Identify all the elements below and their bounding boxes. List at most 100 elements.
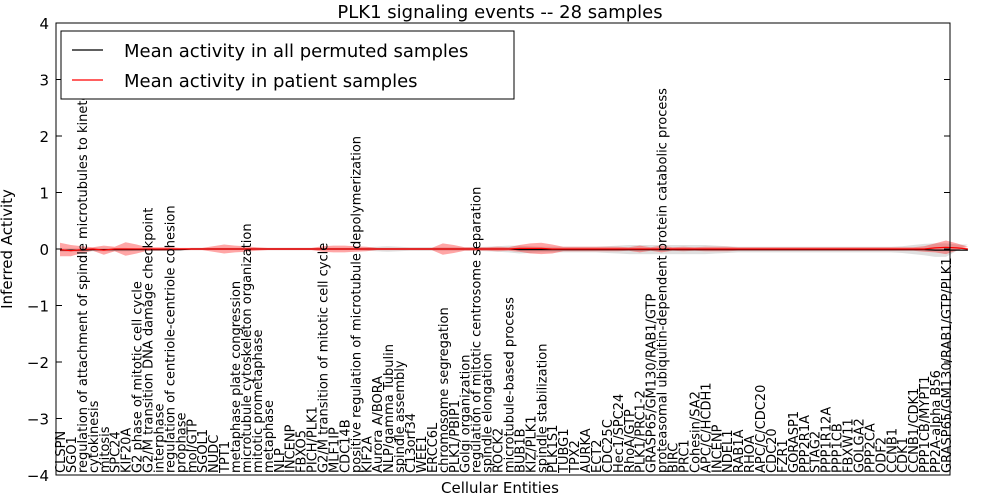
x-tick-label: spindle stabilization xyxy=(535,344,550,474)
x-axis-label: Cellular Entities xyxy=(441,479,559,497)
x-tick-label: regulation of mitotic centrosome separat… xyxy=(470,187,485,473)
x-tick-label: PPP2CA xyxy=(863,423,878,473)
x-tick-label: CCNB1/CDK1 xyxy=(907,388,922,473)
x-tick-label: RHOA xyxy=(743,435,758,473)
x-tick-label: PPP2R1A xyxy=(798,415,813,473)
x-tick-label: GOLGA2 xyxy=(853,418,868,473)
x-tick-label: ECT2 xyxy=(590,439,605,473)
x-tick-label: cytokinesis xyxy=(87,400,102,473)
x-tick-label: BUB1B xyxy=(513,428,528,473)
x-tick-label: CDC25C xyxy=(601,419,616,473)
series-lines xyxy=(59,246,968,252)
x-tick-label: PLK1/PBIP1 xyxy=(448,400,463,473)
x-tick-label: GRASP65/GM130/RAB1/GTP xyxy=(645,294,660,473)
x-tick-label: FZR1 xyxy=(776,439,791,473)
x-tick-label: MLF1IP xyxy=(328,427,343,473)
x-tick-label: CLSPN xyxy=(54,431,69,473)
legend-frame xyxy=(60,30,515,100)
x-tick-label: mol/GTP xyxy=(185,419,200,473)
x-tick-label: regulation of centriole-centriole cohesi… xyxy=(163,205,178,473)
x-tick-label: INCENP xyxy=(284,424,299,473)
x-tick-label: PLK1/PRC1-2 xyxy=(634,390,649,473)
x-tick-label: PRC1 xyxy=(678,439,693,473)
legend-label-permuted: Mean activity in all permuted samples xyxy=(124,41,468,62)
x-tick-label: mitosis xyxy=(98,426,113,473)
x-tick-label: RhoA/GTP xyxy=(623,409,638,473)
y-tick-label: −4 xyxy=(27,467,49,485)
legend-label-patient: Mean activity in patient samples xyxy=(124,71,418,92)
y-tick-label: 2 xyxy=(39,128,49,146)
legend: Mean activity in all permuted samples Me… xyxy=(60,30,515,100)
x-tick-label: AURKA xyxy=(579,428,594,473)
line-patient xyxy=(59,246,968,252)
x-tick-label: G2/M transition of mitotic cell cycle xyxy=(317,243,332,473)
x-tick-label: Golgi organization xyxy=(459,355,474,473)
x-tick-label: ROCK2 xyxy=(492,428,507,473)
x-tick-label: CDK1 xyxy=(896,437,911,473)
x-tick-label: TPX2 xyxy=(568,440,583,474)
x-tick-label: CDC20 xyxy=(765,428,780,473)
y-tick-label: −1 xyxy=(27,298,49,316)
x-tick-label: SGO1 xyxy=(65,436,80,473)
x-tick-label: Aurora A/BORA xyxy=(371,376,386,473)
x-tick-label: SGOL1 xyxy=(196,429,211,473)
x-tick-label: GORASP1 xyxy=(787,411,802,473)
x-tick-label: APC/C/HCDH1 xyxy=(699,382,714,473)
x-tick-label: proteasomal ubiquitin-dependent protein … xyxy=(656,88,671,473)
x-tick-label: GRASP65/GM130/RAB1/GTP/PLK1 xyxy=(940,257,955,473)
x-tick-label: prophase xyxy=(174,413,189,474)
x-tick-label: INCENP xyxy=(710,424,725,473)
x-tick-label: Cohesin/SA2 xyxy=(688,391,703,473)
x-tick-label: PICH/PLK1 xyxy=(306,406,321,473)
x-tick-label: NDEL1 xyxy=(721,430,736,473)
x-tick-label: RAB1A xyxy=(732,429,747,473)
x-tick-label: microtubule cytoskeleton organization xyxy=(240,223,255,473)
x-tick-label: KIF2A xyxy=(360,436,375,473)
x-tick-label: chromosome segregation xyxy=(437,307,452,473)
x-tick-label: C13orf34 xyxy=(404,413,419,473)
y-tick-label: 4 xyxy=(39,15,49,33)
y-tick-label: −2 xyxy=(27,354,49,372)
x-tick-label: NLP/gamma Tubulin xyxy=(382,344,397,473)
y-axis-ticks: −4 −3 −2 −1 0 1 2 3 4 xyxy=(27,15,950,485)
x-tick-label: spindle elongation xyxy=(481,353,496,473)
x-tick-label: SPC24 xyxy=(109,431,124,473)
band-permuted xyxy=(60,243,968,257)
x-tick-label: APC/C/CDC20 xyxy=(754,385,769,473)
x-tick-label: NUDC xyxy=(207,435,222,473)
x-tick-label: KIZ/PLK1 xyxy=(524,415,539,473)
chart-title: PLK1 signaling events -- 28 samples xyxy=(337,2,662,23)
x-tick-label: interphase xyxy=(152,403,167,473)
x-tick-label: PPP1CB xyxy=(831,423,846,473)
x-tick-label: CCNB1 xyxy=(885,428,900,473)
x-tick-label: KIF20A xyxy=(120,428,135,473)
x-tick-label: positive regulation of microtubule depol… xyxy=(349,136,364,473)
x-tick-label: WEE1 xyxy=(415,435,430,473)
x-tick-label: BIRC xyxy=(667,443,682,473)
x-tick-label: ERCC6L xyxy=(426,422,441,473)
x-tick-label: spindle assembly xyxy=(393,360,408,473)
x-tick-label: CDC14B xyxy=(338,419,353,473)
y-tick-label: 3 xyxy=(39,72,49,90)
x-tick-label: PPP1R12A xyxy=(820,407,835,473)
x-tick-label: STAG2 xyxy=(809,431,824,473)
x-tick-label: FBXW11 xyxy=(842,418,857,473)
x-tick-label: metaphase xyxy=(262,400,277,473)
x-tick-label: ODF2 xyxy=(874,437,889,473)
x-tick-label: G2 phase of mitotic cell cycle xyxy=(131,281,146,473)
x-tick-label: regulation of attachment of spindle micr… xyxy=(76,56,91,473)
y-tick-label: 1 xyxy=(39,185,49,203)
y-tick-label: −3 xyxy=(27,411,49,429)
x-tick-label: TUBG1 xyxy=(557,429,572,475)
x-tick-label: Hec1/SPC24 xyxy=(612,394,627,473)
y-axis-label: Inferred Activity xyxy=(0,189,16,309)
x-tick-label: PPP1CB/MYPT1 xyxy=(918,376,933,473)
x-tick-label: G2/M transition DNA damage checkpoint xyxy=(142,208,157,473)
y-tick-label: 0 xyxy=(39,241,49,259)
x-tick-label: TPT1 xyxy=(218,441,233,474)
x-tick-label: metaphase plate congression xyxy=(229,281,244,473)
x-tick-label: PLK1S1 xyxy=(546,425,561,473)
x-tick-label: NLP xyxy=(273,448,288,473)
x-tick-label: microtubule-based process xyxy=(503,297,518,473)
